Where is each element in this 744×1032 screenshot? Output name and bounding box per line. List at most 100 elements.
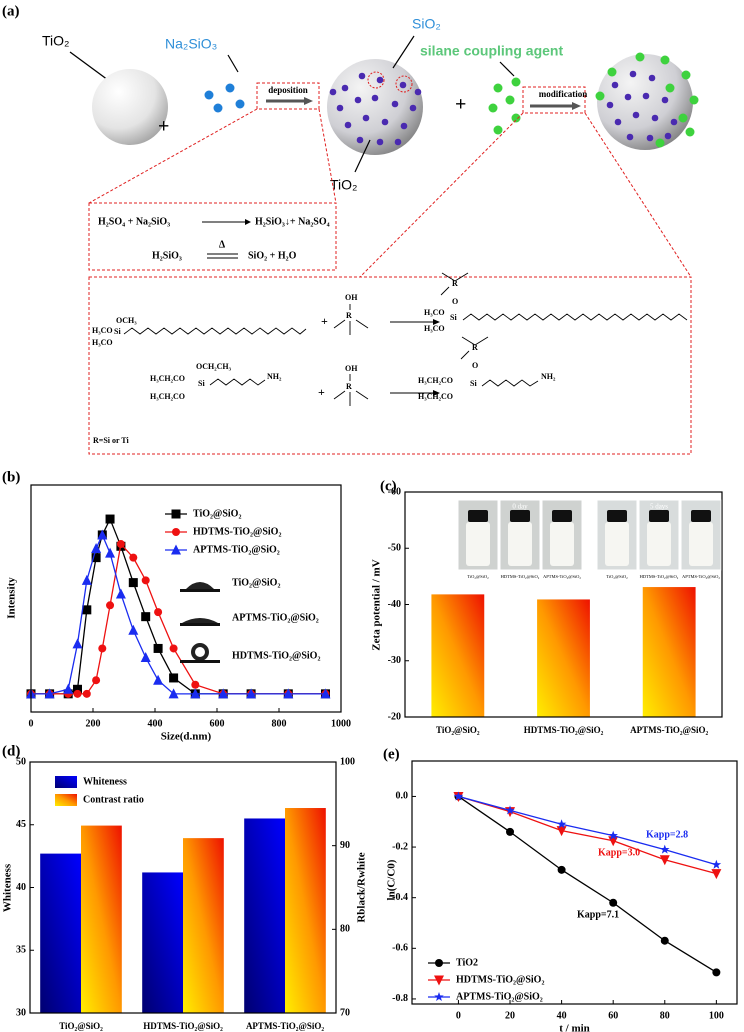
marker bbox=[505, 805, 515, 815]
annotation: TiO₂@SiO₂ bbox=[232, 577, 280, 588]
y-tick-label: 45 bbox=[16, 819, 26, 830]
y-tick-label: -0.4 bbox=[392, 892, 408, 903]
label: silane coupling agent bbox=[420, 43, 563, 59]
photo-caption: HDTMS-TiO₂@SiO₂ bbox=[640, 574, 679, 579]
y-axis-label: Zeta potential / mV bbox=[371, 559, 383, 650]
marker bbox=[98, 644, 107, 653]
marker bbox=[169, 673, 179, 683]
sio2-dots bbox=[329, 72, 422, 146]
bottle bbox=[466, 522, 490, 566]
y-tick-label: 100 bbox=[340, 756, 355, 767]
marker bbox=[81, 574, 92, 585]
series-line bbox=[458, 795, 717, 875]
arrow bbox=[354, 139, 371, 173]
panel-label: (c) bbox=[380, 478, 397, 494]
atom-label: Si bbox=[450, 313, 457, 322]
series-line bbox=[31, 533, 326, 695]
atom-label: OCH₃ bbox=[116, 316, 137, 325]
bottle-cap bbox=[691, 510, 711, 522]
substrate bbox=[180, 660, 220, 663]
legend-label: APTMS-TiO₂@SiO₂ bbox=[456, 991, 543, 1002]
annotation: APTMS-TiO₂@SiO₂ bbox=[232, 612, 319, 623]
marker bbox=[115, 588, 126, 599]
y-tick-label: -0.6 bbox=[392, 943, 408, 954]
plot-frame bbox=[404, 491, 723, 718]
condition: Δ bbox=[219, 239, 226, 250]
arrow bbox=[69, 51, 109, 81]
atom-label: H₃CH₂CO bbox=[150, 374, 185, 383]
plus: + bbox=[318, 385, 325, 399]
y-tick-label: -0.8 bbox=[392, 993, 408, 1004]
arrowhead bbox=[572, 102, 581, 110]
marker bbox=[711, 869, 722, 880]
photo-caption: HDTMS-TiO₂@SiO₂ bbox=[501, 574, 540, 579]
bottle-cap bbox=[510, 510, 530, 522]
na2sio3-dots bbox=[204, 83, 245, 113]
atom-label: O bbox=[452, 297, 458, 306]
legend-label: HDTMS-TiO₂@SiO₂ bbox=[456, 974, 544, 985]
atom-label: O bbox=[472, 361, 478, 370]
tio2-sphere bbox=[92, 69, 168, 145]
x-tick-label: TiO₂@SiO₂ bbox=[436, 725, 480, 735]
x-tick-label: 20 bbox=[505, 1010, 515, 1021]
y-tick-label: 90 bbox=[340, 840, 350, 851]
series-line bbox=[458, 795, 717, 866]
marker bbox=[246, 688, 257, 699]
annotation: HDTMS-TiO₂@SiO₂ bbox=[232, 650, 320, 661]
marker bbox=[659, 855, 670, 866]
bottle-cap bbox=[607, 510, 627, 522]
y2-axis-label: Rblack/Rwhite bbox=[356, 852, 368, 922]
marker bbox=[168, 688, 179, 699]
step-box bbox=[256, 82, 320, 110]
label: TiO₂ bbox=[42, 33, 69, 49]
atom-label: R bbox=[346, 311, 352, 320]
annotation: Kapp=7.1 bbox=[577, 909, 619, 920]
y-tick-label: 50 bbox=[16, 756, 26, 767]
y-tick-label: -0.2 bbox=[392, 841, 408, 852]
plus: + bbox=[158, 116, 169, 138]
marker bbox=[609, 898, 618, 907]
y-tick-label: -60 bbox=[388, 486, 401, 497]
atom-label: H₃CH₂CO bbox=[418, 392, 453, 401]
label: Na₂SiO₃ bbox=[165, 36, 217, 52]
marker bbox=[141, 612, 151, 622]
marker bbox=[73, 684, 82, 694]
bar bbox=[244, 818, 285, 1013]
legend-swatch bbox=[55, 776, 77, 788]
x-tick-label: 80 bbox=[660, 1010, 670, 1021]
legend-label: TiO2 bbox=[456, 957, 478, 968]
x-tick-label: 100 bbox=[709, 1010, 724, 1021]
marker bbox=[97, 529, 108, 540]
atom-label: H₃CO bbox=[92, 338, 113, 347]
substrate bbox=[180, 623, 220, 626]
sio2-dots bbox=[606, 70, 678, 142]
photo-label: 5 days bbox=[650, 503, 668, 511]
panel-label: (b) bbox=[2, 469, 20, 485]
marker bbox=[116, 540, 125, 549]
equation: H₂SiO₃ bbox=[152, 250, 182, 261]
annotation: Kapp=2.8 bbox=[646, 829, 688, 840]
droplet bbox=[191, 643, 209, 661]
atom-label: H₃CH₂CO bbox=[418, 376, 453, 385]
panel-a: (a) TiO₂ + Na₂SiO₃ deposition SiO₂ TiO₂ … bbox=[2, 3, 699, 455]
x-axis-label: Size(d.nm) bbox=[161, 731, 212, 743]
panel-label: (d) bbox=[2, 743, 20, 759]
x-tick-label: 0 bbox=[456, 1010, 461, 1021]
marker bbox=[557, 865, 566, 874]
arrowhead bbox=[245, 219, 251, 225]
marker bbox=[453, 791, 464, 801]
bar bbox=[431, 594, 485, 717]
marker bbox=[92, 676, 101, 685]
step-label: modification bbox=[539, 89, 588, 99]
marker bbox=[106, 601, 115, 610]
marker bbox=[128, 624, 139, 635]
y-axis-label: Intensity bbox=[6, 577, 18, 619]
sio2-sphere bbox=[327, 59, 423, 155]
plot-frame bbox=[29, 761, 337, 1014]
marker bbox=[711, 859, 722, 869]
step-box bbox=[522, 86, 586, 114]
label: SiO₂ bbox=[412, 16, 441, 32]
structure-labels: OCH₃ H₃CO Si H₃CO OH R R O H₃CO Si H₃CO … bbox=[92, 279, 556, 401]
x-tick-label: 1000 bbox=[331, 718, 351, 729]
